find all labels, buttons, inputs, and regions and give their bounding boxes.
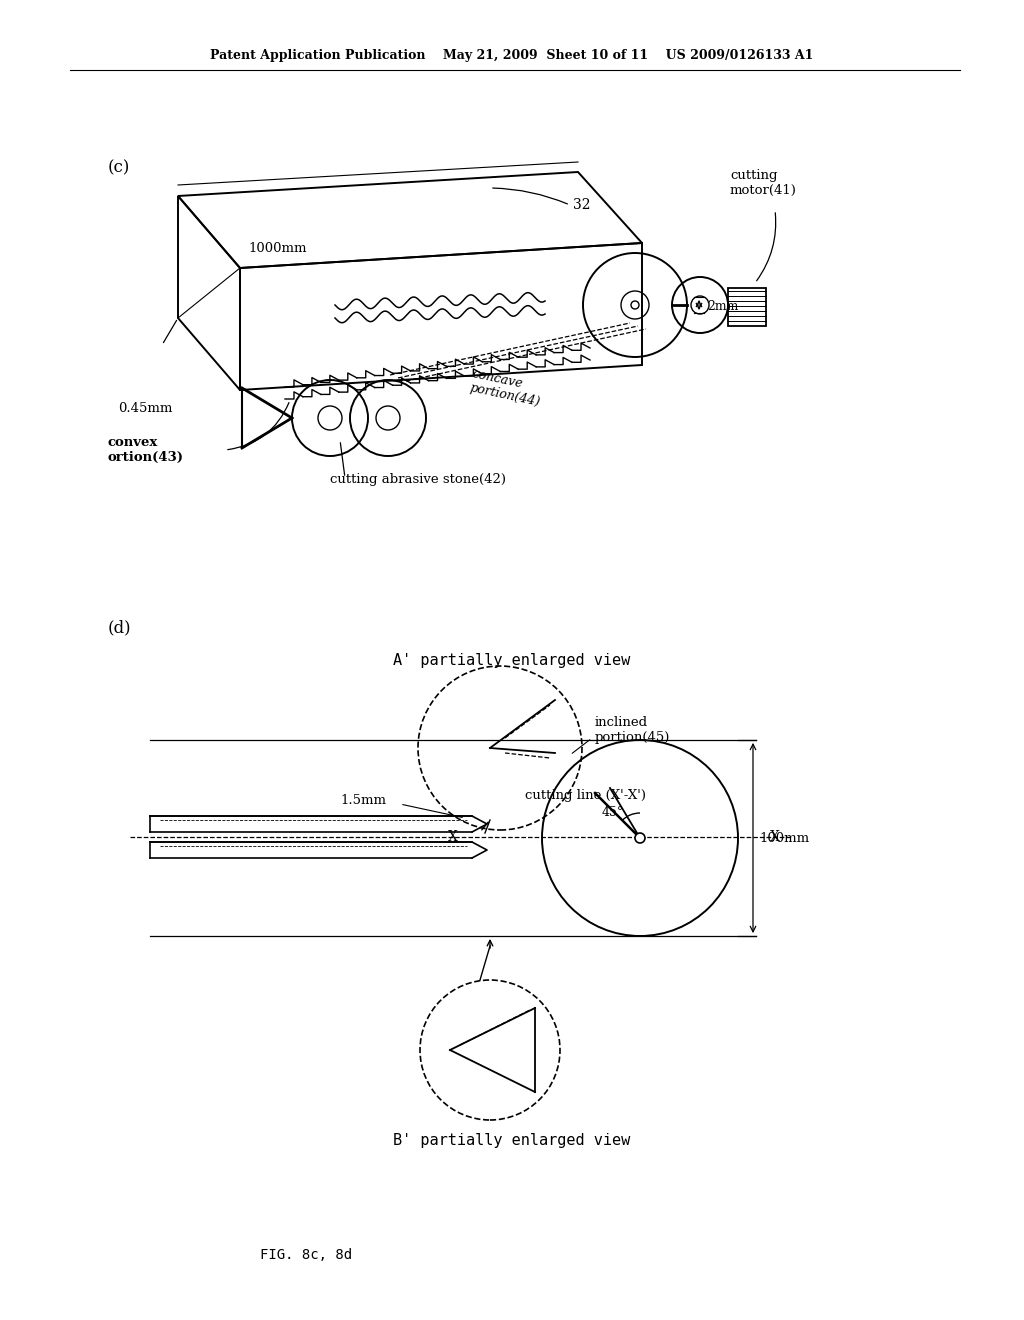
Text: X: X (449, 830, 458, 843)
Text: 1.5mm: 1.5mm (340, 793, 386, 807)
Bar (728, 288, 766, 326)
Text: concave
portion(44): concave portion(44) (468, 367, 544, 409)
Text: cutting abrasive stone(42): cutting abrasive stone(42) (330, 474, 506, 487)
Text: A' partially enlarged view: A' partially enlarged view (393, 652, 631, 668)
Circle shape (635, 833, 645, 843)
Text: B' partially enlarged view: B' partially enlarged view (393, 1133, 631, 1147)
Text: FIG. 8c, 8d: FIG. 8c, 8d (260, 1247, 352, 1262)
Text: inclined
portion(45): inclined portion(45) (595, 715, 671, 744)
Text: cutting
motor(41): cutting motor(41) (730, 169, 797, 197)
Text: 32: 32 (573, 198, 591, 213)
Circle shape (631, 301, 639, 309)
Text: (c): (c) (108, 160, 130, 177)
Text: Patent Application Publication    May 21, 2009  Sheet 10 of 11    US 2009/012613: Patent Application Publication May 21, 2… (210, 49, 814, 62)
Text: 2mm: 2mm (707, 301, 738, 314)
Text: 100mm: 100mm (759, 832, 809, 845)
Text: 1000mm: 1000mm (248, 242, 306, 255)
Text: 45°: 45° (602, 807, 625, 820)
Text: convex
ortion(43): convex ortion(43) (108, 436, 184, 465)
Text: X: X (770, 830, 780, 843)
Text: 0.45mm: 0.45mm (118, 401, 172, 414)
Text: (d): (d) (108, 619, 132, 636)
Text: cutting line (X'-X'): cutting line (X'-X') (525, 788, 646, 801)
